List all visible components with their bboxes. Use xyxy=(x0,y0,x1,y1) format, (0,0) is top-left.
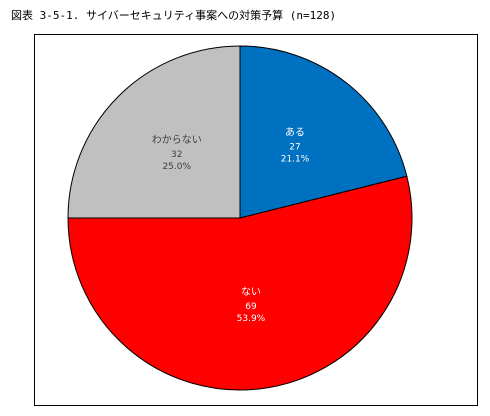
pie-labels: ある 27 21.1% ない 69 53.9% わからない 32 25.0% xyxy=(152,126,310,323)
chart-title: 図表 3-5-1. サイバーセキュリティ事案への対策予算 (n=128) xyxy=(11,9,337,22)
slice-count-2: 32 xyxy=(171,150,182,160)
slice-label-1: ない xyxy=(241,286,261,298)
slice-count-0: 27 xyxy=(289,142,300,152)
chart-frame xyxy=(34,34,478,406)
slice-percent-0: 21.1% xyxy=(281,154,310,164)
pie-slice-0 xyxy=(239,45,408,219)
pie-slices xyxy=(67,45,413,391)
slice-percent-1: 53.9% xyxy=(237,314,266,324)
pie-slice-2 xyxy=(67,45,241,219)
slice-percent-2: 25.0% xyxy=(162,162,191,172)
slice-label-2: わからない xyxy=(152,134,202,146)
slice-label-0: ある xyxy=(285,126,305,138)
pie-slice-1 xyxy=(67,175,413,391)
slice-count-1: 69 xyxy=(245,302,257,312)
